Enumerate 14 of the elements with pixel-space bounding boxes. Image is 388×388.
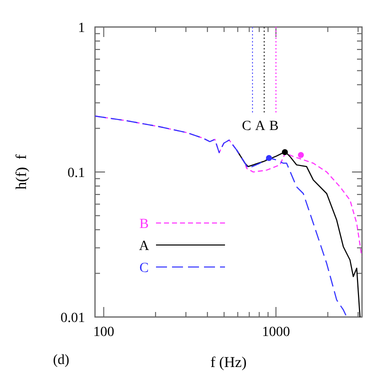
legend-label: A — [138, 239, 150, 254]
x-tick-label: 1000 — [262, 325, 290, 340]
ref-line-label: A — [255, 119, 266, 134]
legend-label: C — [139, 261, 149, 276]
text: (d) — [53, 353, 70, 368]
x-tick-label: 100 — [93, 325, 114, 340]
y-tick-label: 0.01 — [60, 311, 85, 326]
y-axis-title: h(f) f — [14, 154, 30, 190]
y-tick-label: 0.1 — [68, 166, 85, 181]
ref-line-label: C — [242, 119, 252, 134]
legend-label: B — [139, 217, 149, 232]
y-tick-label: 1 — [78, 21, 85, 36]
x-axis-title: f (Hz) — [210, 355, 247, 371]
ref-line-label: B — [269, 119, 279, 134]
